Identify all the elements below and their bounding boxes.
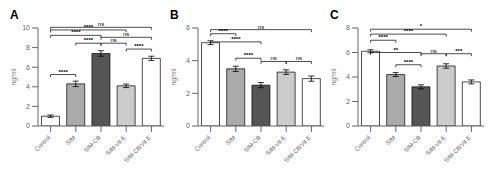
svg-text:****: **** xyxy=(219,28,229,34)
svg-text:**: ** xyxy=(393,47,398,53)
svg-text:SIM-Vit E: SIM-Vit E xyxy=(265,134,287,156)
svg-text:****: **** xyxy=(244,52,254,58)
svg-text:ns: ns xyxy=(296,55,302,61)
svg-text:****: **** xyxy=(231,36,241,42)
svg-text:SIM-CB/Vit E: SIM-CB/Vit E xyxy=(283,134,312,163)
svg-text:Control: Control xyxy=(353,134,371,152)
svg-text:****: **** xyxy=(404,28,414,34)
svg-text:****: **** xyxy=(379,34,389,40)
svg-text:SIM-CB/Vit E: SIM-CB/Vit E xyxy=(443,134,472,163)
svg-text:0: 0 xyxy=(346,122,350,129)
svg-text:SIM: SIM xyxy=(225,134,237,146)
svg-text:SIM-Vit E: SIM-Vit E xyxy=(105,134,127,156)
svg-text:ng/ml: ng/ml xyxy=(330,68,338,86)
svg-text:****: **** xyxy=(59,69,69,75)
svg-text:SIM-CB: SIM-CB xyxy=(403,134,422,153)
svg-text:2: 2 xyxy=(26,103,30,110)
svg-text:****: **** xyxy=(84,37,94,43)
svg-text:****: **** xyxy=(84,24,94,30)
svg-text:****: **** xyxy=(71,29,81,35)
svg-text:4: 4 xyxy=(26,83,30,90)
svg-text:8: 8 xyxy=(26,44,30,51)
svg-text:SIM: SIM xyxy=(65,134,77,146)
svg-text:ns: ns xyxy=(98,21,104,27)
svg-text:4: 4 xyxy=(186,57,190,64)
svg-text:0: 0 xyxy=(186,122,190,129)
svg-text:****: **** xyxy=(404,59,414,65)
svg-text:SIM-Vit E: SIM-Vit E xyxy=(425,134,447,156)
svg-text:8: 8 xyxy=(346,24,350,31)
svg-text:2: 2 xyxy=(346,98,350,105)
svg-text:6: 6 xyxy=(186,24,190,31)
html-text:A: A xyxy=(10,8,19,22)
svg-text:ns: ns xyxy=(123,31,129,37)
svg-text:ns: ns xyxy=(430,48,436,54)
svg-text:6: 6 xyxy=(26,64,30,71)
svg-text:SIM-CB: SIM-CB xyxy=(243,134,262,153)
svg-text:ng/ml: ng/ml xyxy=(10,68,18,86)
svg-text:10: 10 xyxy=(22,24,30,31)
svg-text:SIM: SIM xyxy=(385,134,397,146)
svg-text:ns: ns xyxy=(258,24,264,30)
svg-text:SIM-CB: SIM-CB xyxy=(83,134,102,153)
svg-text:ns: ns xyxy=(110,37,116,43)
svg-text:***: *** xyxy=(455,48,463,54)
svg-text:6: 6 xyxy=(346,49,350,56)
svg-text:Control: Control xyxy=(33,134,51,152)
svg-text:Control: Control xyxy=(193,134,211,152)
svg-text:2: 2 xyxy=(186,90,190,97)
svg-text:****: **** xyxy=(134,43,144,49)
html-text:B: B xyxy=(170,8,179,22)
html-text:C: C xyxy=(330,8,339,22)
svg-text:SIM-CB/Vit E: SIM-CB/Vit E xyxy=(123,134,152,163)
svg-text:*: * xyxy=(420,23,423,29)
svg-text:ng/ml: ng/ml xyxy=(170,68,178,86)
svg-text:0: 0 xyxy=(26,122,30,129)
svg-text:ns: ns xyxy=(270,55,276,61)
svg-text:4: 4 xyxy=(346,73,350,80)
